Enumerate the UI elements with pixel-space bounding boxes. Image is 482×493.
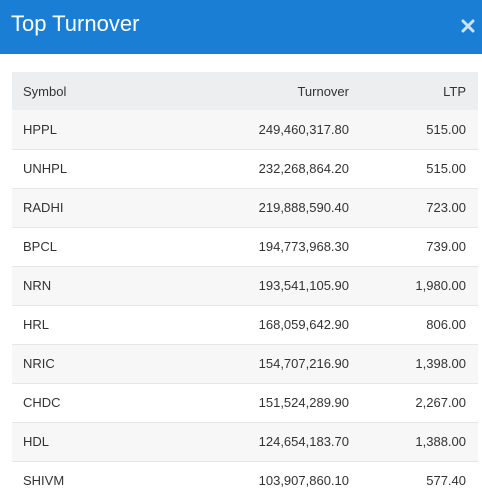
cell-ltp: 806.00 bbox=[426, 317, 466, 332]
turnover-table-container: Symbol Turnover LTP HPPL 249,460,317.80 … bbox=[12, 72, 478, 493]
cell-turnover: 103,907,860.10 bbox=[258, 473, 349, 489]
cell-turnover: 193,541,105.90 bbox=[258, 278, 349, 293]
table-row[interactable]: HDL 124,654,183.70 1,388.00 bbox=[12, 422, 478, 461]
cell-turnover: 154,707,216.90 bbox=[258, 356, 349, 371]
cell-symbol: HDL bbox=[23, 434, 50, 449]
cell-turnover: 249,460,317.80 bbox=[258, 121, 349, 137]
cell-ltp: 1,398.00 bbox=[415, 356, 466, 371]
modal-header: Top Turnover bbox=[0, 0, 482, 54]
cell-symbol: HPPL bbox=[23, 121, 57, 137]
cell-symbol: RADHI bbox=[23, 200, 64, 215]
cell-turnover: 232,268,864.20 bbox=[258, 161, 349, 176]
cell-symbol: SHIVM bbox=[23, 473, 65, 489]
table-row[interactable]: SHIVM 103,907,860.10 577.40 bbox=[12, 461, 478, 493]
table-row[interactable]: NRN 193,541,105.90 1,980.00 bbox=[12, 266, 478, 305]
table-row[interactable]: NRIC 154,707,216.90 1,398.00 bbox=[12, 344, 478, 383]
cell-ltp: 1,980.00 bbox=[415, 278, 466, 293]
table-row[interactable]: UNHPL 232,268,864.20 515.00 bbox=[12, 149, 478, 188]
cell-ltp: 515.00 bbox=[426, 121, 466, 137]
cell-ltp: 2,267.00 bbox=[415, 395, 466, 410]
cell-symbol: HRL bbox=[23, 317, 50, 332]
cell-symbol: UNHPL bbox=[23, 161, 68, 176]
cell-ltp: 515.00 bbox=[426, 161, 466, 176]
table-body: HPPL 249,460,317.80 515.00 UNHPL 232,268… bbox=[12, 110, 478, 493]
column-header-ltp[interactable]: LTP bbox=[443, 83, 466, 99]
modal-title: Top Turnover bbox=[11, 11, 140, 36]
cell-turnover: 151,524,289.90 bbox=[258, 395, 349, 410]
cell-turnover: 168,059,642.90 bbox=[258, 317, 349, 332]
cell-turnover: 194,773,968.30 bbox=[258, 239, 349, 254]
close-button[interactable] bbox=[456, 13, 480, 39]
cell-symbol: CHDC bbox=[23, 395, 61, 410]
table-header-row: Symbol Turnover LTP bbox=[12, 72, 478, 110]
table-row[interactable]: BPCL 194,773,968.30 739.00 bbox=[12, 227, 478, 266]
table-row[interactable]: HPPL 249,460,317.80 515.00 bbox=[12, 110, 478, 149]
cell-ltp: 1,388.00 bbox=[415, 434, 466, 449]
cell-turnover: 124,654,183.70 bbox=[258, 434, 349, 449]
column-header-symbol[interactable]: Symbol bbox=[23, 83, 67, 99]
cell-turnover: 219,888,590.40 bbox=[258, 200, 349, 215]
table-row[interactable]: RADHI 219,888,590.40 723.00 bbox=[12, 188, 478, 227]
table-row[interactable]: CHDC 151,524,289.90 2,267.00 bbox=[12, 383, 478, 422]
cell-ltp: 723.00 bbox=[426, 200, 466, 215]
table-row[interactable]: HRL 168,059,642.90 806.00 bbox=[12, 305, 478, 344]
cell-symbol: NRN bbox=[23, 278, 52, 293]
column-header-turnover[interactable]: Turnover bbox=[297, 83, 349, 99]
cell-symbol: BPCL bbox=[23, 239, 57, 254]
cell-ltp: 577.40 bbox=[426, 473, 466, 489]
table-header: Symbol Turnover LTP bbox=[12, 72, 478, 110]
turnover-table: Symbol Turnover LTP HPPL 249,460,317.80 … bbox=[12, 72, 478, 493]
close-icon bbox=[461, 19, 475, 33]
cell-ltp: 739.00 bbox=[426, 239, 466, 254]
cell-symbol: NRIC bbox=[23, 356, 55, 371]
